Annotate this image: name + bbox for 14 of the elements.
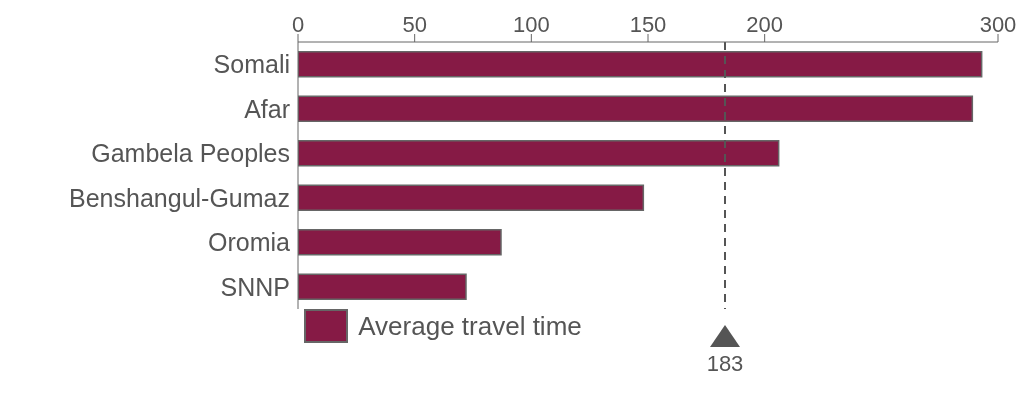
y-tick-label: Oromia [208,228,291,257]
x-tick-label: 200 [746,12,784,37]
ref-line-label: 183 [706,351,744,376]
y-tick-label: SNNP [220,272,290,301]
x-tick-label: 0 [291,12,305,37]
y-tick-label: Benshangul-Gumaz [69,183,290,212]
x-tick-label: 300 [979,12,1017,37]
x-tick-label: 50 [402,12,427,37]
legend-label: Average travel time [358,310,582,342]
y-tick-label: Somali [213,50,290,79]
x-tick-label: 100 [512,12,550,37]
x-tick-label: 150 [629,12,667,37]
y-tick-label: Gambela Peoples [91,139,290,168]
y-tick-label: Afar [244,94,290,123]
